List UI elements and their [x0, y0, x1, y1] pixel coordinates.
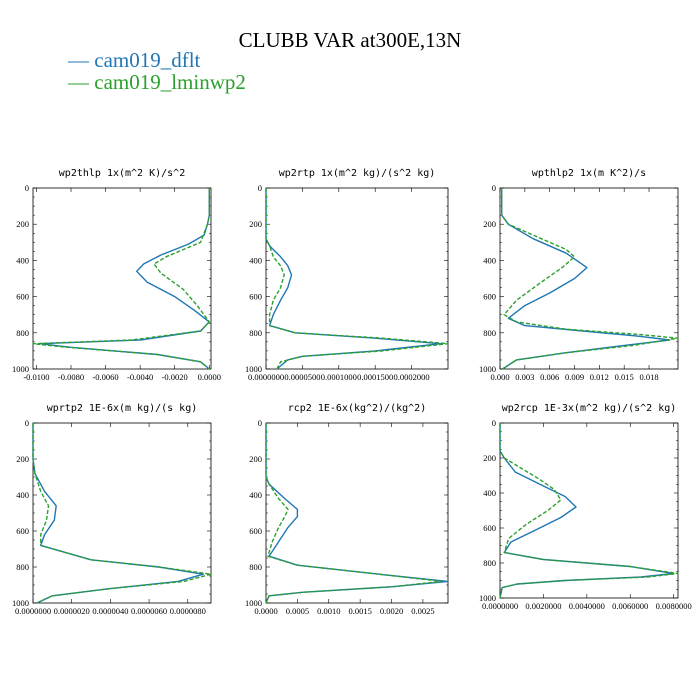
y-tick-label: 0 [25, 183, 29, 193]
y-tick-label: 800 [483, 328, 496, 338]
y-tick-label: 400 [483, 255, 496, 265]
panel-title: wp2thlp 1x(m^2 K)/s^2 [59, 168, 185, 179]
x-tick-label: -0.0040 [127, 372, 153, 382]
y-tick-label: 200 [16, 219, 29, 229]
x-tick-label: 0.0000 [254, 606, 277, 616]
y-tick-label: 800 [249, 328, 262, 338]
x-tick-label: 0.0005 [286, 606, 309, 616]
series-line-cam019_lminwp2 [265, 188, 449, 370]
x-tick-label: 0.0002000 [394, 372, 430, 382]
x-tick-label: 0.0001500 [357, 372, 393, 382]
panel-frame [32, 422, 212, 604]
y-tick-label: 400 [16, 490, 29, 500]
panel-frame [499, 422, 679, 599]
x-tick-label: -0.0100 [23, 372, 49, 382]
x-tick-label: 0.0000040 [92, 606, 128, 616]
y-tick-label: 1000 [12, 364, 29, 374]
y-tick-label: 600 [483, 523, 496, 533]
x-tick-label: 0.0060000 [612, 601, 648, 611]
x-tick-label: 0.0020000 [525, 601, 561, 611]
y-tick-label: 800 [16, 328, 29, 338]
y-tick-label: 800 [483, 558, 496, 568]
x-tick-label: 0.0000500 [284, 372, 320, 382]
y-tick-label: 400 [483, 488, 496, 498]
panel-title: rcp2 1E-6x(kg^2)/(kg^2) [288, 403, 426, 414]
y-tick-label: 600 [483, 292, 496, 302]
panel-frame [32, 187, 212, 370]
y-tick-label: 200 [249, 219, 262, 229]
x-tick-label: 0.0025 [411, 606, 434, 616]
series-line-cam019_lminwp2 [499, 423, 679, 599]
legend-entry-lminwp2: — cam019_lminwp2 [68, 70, 246, 94]
x-tick-label: 0.0000000 [15, 606, 51, 616]
x-tick-label: 0.0001000 [321, 372, 357, 382]
chart-title: CLUBB VAR at300E,13N [238, 28, 462, 52]
x-tick-label: -0.0080 [58, 372, 84, 382]
y-tick-label: 1000 [479, 364, 496, 374]
y-tick-label: 600 [16, 526, 29, 536]
y-tick-label: 0 [492, 183, 496, 193]
y-tick-label: 0 [492, 418, 496, 428]
y-tick-label: 1000 [12, 598, 29, 608]
x-tick-label: -0.0060 [92, 372, 118, 382]
x-tick-label: 0.0000060 [131, 606, 167, 616]
x-tick-label: 0.0040000 [569, 601, 605, 611]
panel-title: wp2rtp 1x(m^2 kg)/(s^2 kg) [279, 168, 436, 179]
y-tick-label: 0 [25, 418, 29, 428]
y-tick-label: 200 [483, 453, 496, 463]
panel-frame [265, 422, 449, 604]
x-tick-label: 0.018 [639, 372, 658, 382]
series-line-cam019_dflt [32, 423, 204, 604]
x-tick-label: 0.0020 [380, 606, 403, 616]
y-tick-label: 400 [249, 255, 262, 265]
y-tick-label: 1000 [479, 593, 496, 603]
series-line-cam019_dflt [265, 188, 442, 370]
y-tick-label: 600 [249, 526, 262, 536]
x-tick-label: 0.0015 [348, 606, 371, 616]
series-line-cam019_lminwp2 [501, 188, 679, 370]
y-tick-label: 800 [249, 562, 262, 572]
y-tick-label: 800 [16, 562, 29, 572]
panel-title: wpthlp2 1x(m K^2)/s [532, 168, 646, 179]
y-tick-label: 200 [483, 219, 496, 229]
x-tick-label: 0.0010 [317, 606, 340, 616]
x-tick-label: 0.015 [615, 372, 634, 382]
x-tick-label: 0.012 [590, 372, 609, 382]
x-tick-label: 0.006 [540, 372, 559, 382]
x-tick-label: 0.0000080 [170, 606, 206, 616]
y-tick-label: 200 [16, 454, 29, 464]
y-tick-label: 1000 [245, 598, 262, 608]
x-tick-label: 0.0000020 [54, 606, 90, 616]
x-tick-label: 0.0080000 [656, 601, 692, 611]
x-tick-label: 0.0000 [198, 372, 221, 382]
y-tick-label: 0 [258, 418, 262, 428]
x-tick-label: 0.0000000 [248, 372, 284, 382]
panel-title: wprtp2 1E-6x(m kg)/(s kg) [47, 403, 198, 414]
x-tick-label: 0.000 [490, 372, 509, 382]
y-tick-label: 600 [16, 292, 29, 302]
y-tick-label: 400 [16, 255, 29, 265]
y-tick-label: 1000 [245, 364, 262, 374]
series-line-cam019_dflt [265, 423, 449, 604]
y-tick-label: 0 [258, 183, 262, 193]
x-tick-label: 0.0000000 [482, 601, 518, 611]
x-tick-label: 0.009 [565, 372, 584, 382]
series-line-cam019_lminwp2 [32, 423, 212, 604]
y-tick-label: 200 [249, 454, 262, 464]
x-tick-label: 0.003 [515, 372, 534, 382]
x-tick-label: -0.0020 [162, 372, 188, 382]
series-line-cam019_lminwp2 [265, 423, 443, 604]
series-line-cam019_lminwp2 [32, 188, 210, 370]
y-tick-label: 600 [249, 292, 262, 302]
panel-title: wp2rcp 1E-3x(m^2 kg)/(s^2 kg) [502, 403, 677, 414]
legend-entry-dflt: — cam019_dflt [68, 48, 201, 72]
series-line-cam019_dflt [499, 423, 675, 599]
y-tick-label: 400 [249, 490, 262, 500]
series-line-cam019_dflt [501, 188, 671, 370]
